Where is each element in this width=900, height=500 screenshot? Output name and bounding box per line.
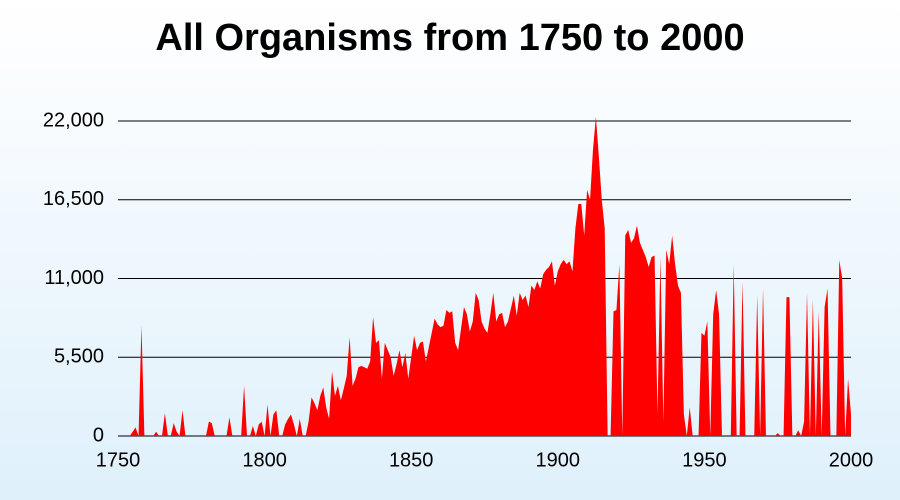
area bbox=[118, 116, 851, 436]
x-tick-label: 1750 bbox=[96, 449, 141, 471]
y-tick-label: 0 bbox=[93, 424, 104, 446]
x-tick-label: 2000 bbox=[829, 449, 874, 471]
x-tick-label: 1950 bbox=[682, 449, 727, 471]
y-tick-label: 22,000 bbox=[43, 109, 104, 131]
chart-title: All Organisms from 1750 to 2000 bbox=[155, 17, 744, 59]
y-tick-label: 5,500 bbox=[54, 346, 104, 368]
x-tick-label: 1800 bbox=[242, 449, 287, 471]
y-tick-label: 16,500 bbox=[43, 188, 104, 210]
x-tick-label: 1900 bbox=[536, 449, 581, 471]
x-tick-label: 1850 bbox=[389, 449, 434, 471]
y-tick-label: 11,000 bbox=[44, 267, 104, 289]
